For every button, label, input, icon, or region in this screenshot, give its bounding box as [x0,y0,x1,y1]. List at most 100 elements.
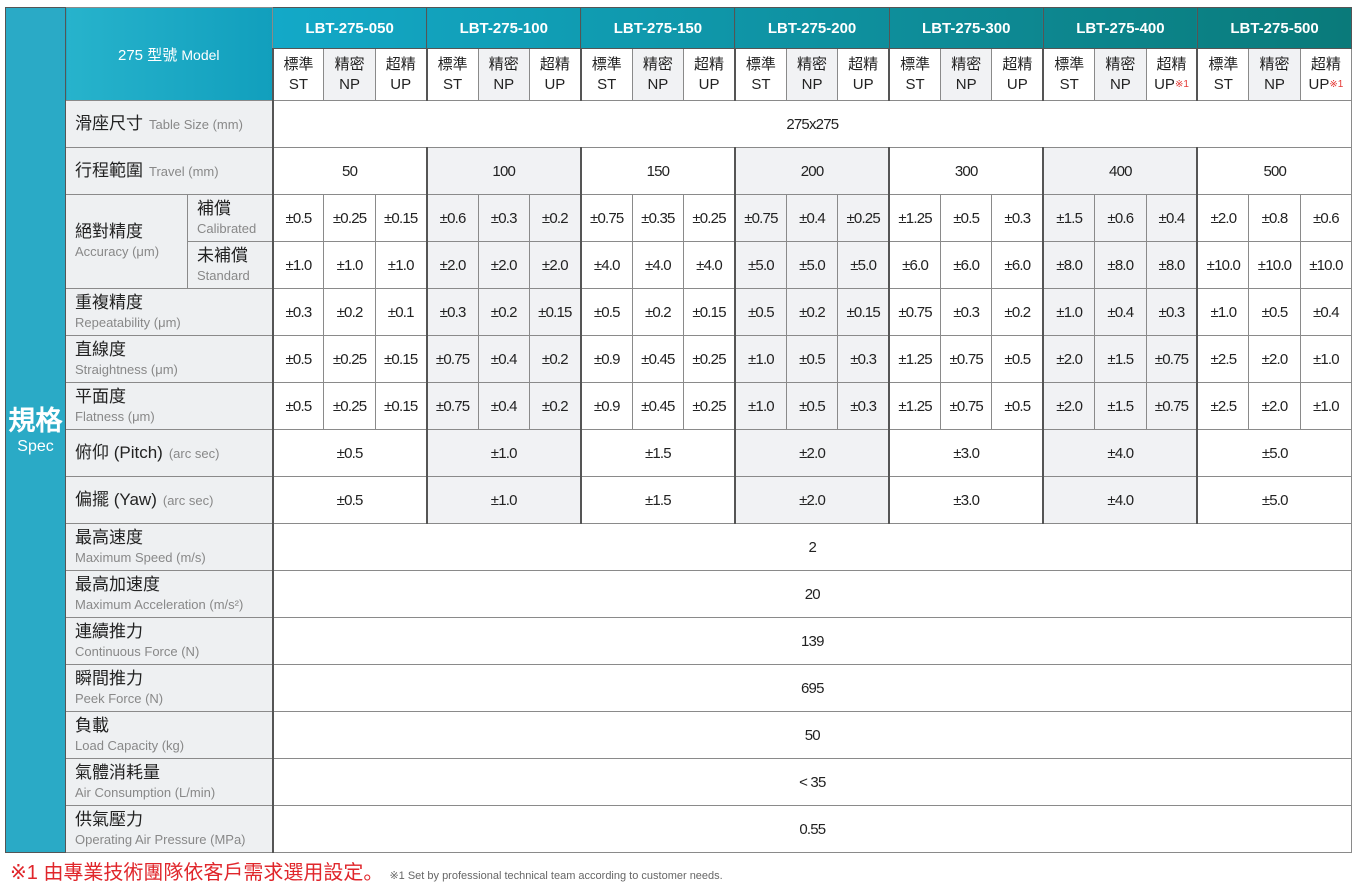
flatness-value: ±0.45 [631,382,685,430]
grade-header: 標準 ST [888,48,942,101]
footnote: ※1 由專業技術團隊依客戶需求選用設定。 ※1 Set by profession… [10,856,723,885]
flatness-value: ±2.0 [1248,382,1301,430]
row-flatness: 平面度 Flatness (μm) ±0.5 ±0.25 ±0.15 ±0.75 ±0.4 ±… [6,382,1353,430]
accuracy-standard-value: ±2.0 [477,241,530,289]
grade-en: UP [1006,75,1028,93]
label-zh: 最高速度 [75,527,143,547]
grade-header: 精密 NP [631,48,685,101]
label-zh: 負載 [75,715,109,735]
repeatability-value: ±1.0 [1196,288,1250,336]
accuracy-standard-value: ±2.0 [528,241,582,289]
grade-zh: 超精 [539,55,570,73]
grade-zh: 標準 [591,55,622,73]
label-zh: 絕對精度 [75,222,143,241]
straightness-value: ±1.0 [1299,335,1353,383]
yaw-value: ±3.0 [888,476,1044,524]
label-en: Air Consumption (L/min) [75,784,216,800]
yaw-value: ±2.0 [733,476,890,524]
accuracy-calibrated-value: ±2.0 [1196,194,1250,242]
straightness-value: ±1.25 [888,335,942,383]
label-zh: 重複精度 [75,292,143,312]
label-zh: 平面度 [75,386,126,406]
repeatability-value: ±0.2 [785,288,839,336]
row-label: 氣體消耗量 Air Consumption (L/min) [64,758,274,806]
grade-en: ST [597,75,617,93]
max-speed-value: 2 [271,523,1353,571]
model-header: LBT-275-200 [734,7,890,49]
model-header: LBT-275-500 [1196,7,1353,49]
accuracy-calibrated-value: ±0.6 [425,194,479,242]
row-table-size: 滑座尺寸 Table Size (mm) 275x275 [6,100,1353,148]
accuracy-standard-value: ±10.0 [1299,241,1353,289]
label-zh: 補償 [197,198,231,218]
repeatability-value: ±0.2 [477,288,530,336]
accuracy-standard-value: ±1.0 [271,241,325,289]
grade-zh: 標準 [1208,55,1239,73]
travel-value: 400 [1042,147,1198,195]
yaw-value: ±0.5 [271,476,428,524]
grade-header: 超精 UP※1 [1145,48,1198,101]
repeatability-value: ±0.3 [940,288,993,336]
accuracy-standard-value: ±8.0 [1094,241,1147,289]
grade-header: 超精 UP [837,48,890,101]
row-label: 未補償 Standard [186,241,274,289]
label-zh: 氣體消耗量 [75,762,160,782]
grade-en: UP [852,75,874,93]
spec-table: 規格 Spec 275 型號 Model LBT-275-050 LBT-275-100… [5,7,1353,853]
yaw-value: ±5.0 [1196,476,1353,524]
accuracy-calibrated-value: ±0.5 [271,194,325,242]
flatness-value: ±0.25 [323,382,376,430]
pitch-value: ±5.0 [1196,429,1353,477]
accuracy-standard-value: ±2.0 [425,241,479,289]
grade-en: ST [1213,75,1233,93]
grade-en: NP [955,75,977,93]
accuracy-calibrated-value: ±0.25 [837,194,890,242]
label-zh: 連續推力 [75,621,143,641]
row-peek-force: 瞬間推力 Peek Force (N) 695 [6,664,1353,712]
travel-value: 100 [425,147,582,195]
accuracy-calibrated-value: ±1.25 [888,194,942,242]
accuracy-standard-value: ±4.0 [683,241,736,289]
grade-zh: 標準 [437,55,468,73]
grade-header: 精密 NP [323,48,376,101]
label-en: Straightness (μm) [75,361,178,377]
repeatability-value: ±1.0 [1042,288,1096,336]
label-en: Travel (mm) [149,164,219,179]
repeatability-value: ±0.1 [374,288,428,336]
accuracy-calibrated-value: ±0.4 [785,194,839,242]
accuracy-standard-value: ±1.0 [374,241,428,289]
row-air-consumption: 氣體消耗量 Air Consumption (L/min) < 35 [6,758,1353,806]
grade-header: 精密 NP [1248,48,1301,101]
accuracy-standard-value: ±5.0 [837,241,890,289]
accuracy-standard-value: ±4.0 [631,241,685,289]
label-en: Continuous Force (N) [75,643,200,659]
row-continuous-force: 連續推力 Continuous Force (N) 139 [6,617,1353,665]
flatness-value: ±2.0 [1042,382,1096,430]
flatness-value: ±0.75 [1145,382,1198,430]
row-label: 負載 Load Capacity (kg) [64,711,274,759]
row-label: 行程範圍 Travel (mm) [64,147,274,195]
accuracy-calibrated-value: ±0.25 [683,194,736,242]
accuracy-calibrated-value: ±0.3 [991,194,1044,242]
row-label: 滑座尺寸 Table Size (mm) [64,100,274,148]
grade-zh: 精密 [797,55,828,73]
straightness-value: ±0.15 [374,335,428,383]
accuracy-calibrated-value: ±0.75 [579,194,633,242]
grade-en: UP [390,75,412,93]
accuracy-calibrated-value: ±0.6 [1094,194,1147,242]
air-pressure-value: 0.55 [271,805,1353,853]
grade-zh: 精密 [1105,55,1136,73]
accuracy-calibrated-value: ±0.2 [528,194,582,242]
grade-en: UP [1154,75,1175,93]
model-header: LBT-275-050 [272,7,428,49]
grade-header: 超精 UP [374,48,428,101]
accuracy-standard-value: ±6.0 [888,241,942,289]
pitch-value: ±3.0 [888,429,1044,477]
repeatability-value: ±0.2 [323,288,376,336]
row-label: 連續推力 Continuous Force (N) [64,617,274,665]
accuracy-standard-value: ±10.0 [1248,241,1301,289]
accuracy-calibrated-value: ±0.6 [1299,194,1353,242]
grade-en: NP [801,75,823,93]
spec-label-en: Spec [17,437,54,455]
label-en: Load Capacity (kg) [75,737,185,753]
